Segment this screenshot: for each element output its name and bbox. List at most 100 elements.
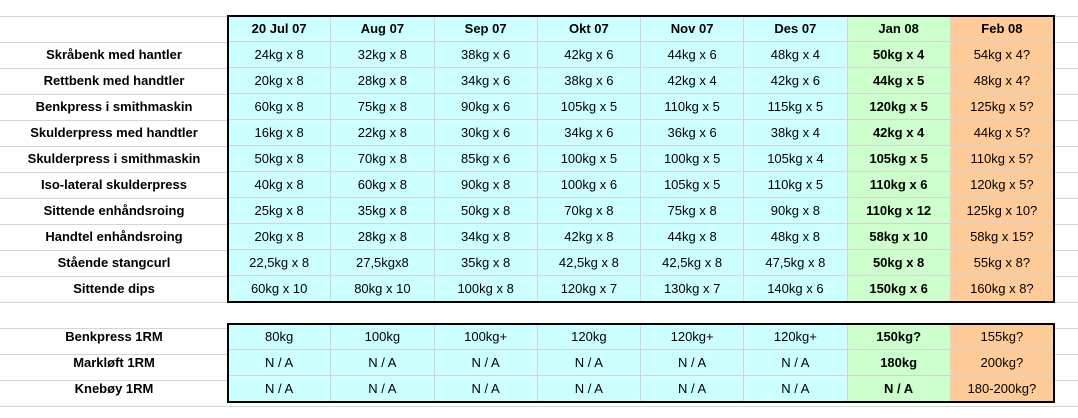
cell: 100kg x 5 [641,146,745,172]
cell: 160kg x 8? [950,276,1054,302]
cell: 38kg x 4 [744,120,848,146]
cell: 42kg x 6 [537,42,641,68]
cell: 60kg x 10 [228,276,332,302]
cell: 36kg x 6 [641,120,745,146]
cell: 130kg x 7 [641,276,745,302]
cell: 75kg x 8 [331,94,435,120]
cell: 48kg x 4 [744,42,848,68]
cell: 60kg x 8 [331,172,435,198]
row-label: Skulderpress i smithmaskin [27,151,201,166]
cell: 90kg x 8 [744,198,848,224]
cell: 85kg x 6 [434,146,538,172]
row-label: Iso-lateral skulderpress [41,177,187,192]
cell: 34kg x 6 [537,120,641,146]
cell: 48kg x 8 [744,224,848,250]
cell: 155kg? [950,324,1054,350]
cell: 200kg? [950,350,1054,376]
row-label: Handtel enhåndsroing [45,229,183,244]
cell: 120kg x 5 [847,94,951,120]
cell: N / A [434,376,538,402]
cell: 100kg x 5 [537,146,641,172]
cell: 50kg x 4 [847,42,951,68]
cell: 42kg x 8 [537,224,641,250]
cell: 105kg x 4 [744,146,848,172]
column-header: Des 07 [744,16,848,42]
cell: 90kg x 6 [434,94,538,120]
cell: 44kg x 5? [950,120,1054,146]
cell: 54kg x 4? [950,42,1054,68]
cell: N / A [537,350,641,376]
row-label: Sittende dips [73,281,155,296]
cell: 120kg+ [744,324,848,350]
cell: 42kg x 4 [847,120,951,146]
cell: 120kg x 5? [950,172,1054,198]
cell: N / A [331,350,435,376]
cell: N / A [331,376,435,402]
column-header: 20 Jul 07 [228,16,332,42]
cell: 60kg x 8 [228,94,332,120]
row-label: Skråbenk med hantler [46,47,182,62]
cell: 34kg x 6 [434,68,538,94]
cell: 58kg x 10 [847,224,951,250]
cell: 70kg x 8 [537,198,641,224]
cell: 110kg x 6 [847,172,951,198]
cell: 32kg x 8 [331,42,435,68]
cell: 90kg x 8 [434,172,538,198]
cell: 70kg x 8 [331,146,435,172]
cell: N / A [228,376,332,402]
cell: 50kg x 8 [434,198,538,224]
cell: 20kg x 8 [228,224,332,250]
cell: 105kg x 5 [641,172,745,198]
cell: 105kg x 5 [847,146,951,172]
cell: 28kg x 8 [331,224,435,250]
cell: 180kg [847,350,951,376]
cell: 16kg x 8 [228,120,332,146]
cell: N / A [434,350,538,376]
cell: 150kg? [847,324,951,350]
cell: 100kg+ [434,324,538,350]
cell: 25kg x 8 [228,198,332,224]
cell: 100kg x 6 [537,172,641,198]
cell: 42kg x 6 [744,68,848,94]
cell: 44kg x 8 [641,224,745,250]
cell: 22kg x 8 [331,120,435,146]
cell: 20kg x 8 [228,68,332,94]
cell: 55kg x 8? [950,250,1054,276]
cell: 22,5kg x 8 [228,250,332,276]
cell: 24kg x 8 [228,42,332,68]
cell: 58kg x 15? [950,224,1054,250]
cell: 38kg x 6 [537,68,641,94]
cell: 100kg x 8 [434,276,538,302]
cell: 42,5kg x 8 [641,250,745,276]
cell: 44kg x 6 [641,42,745,68]
cell: 38kg x 6 [434,42,538,68]
cell: N / A [744,376,848,402]
column-header: Aug 07 [331,16,435,42]
cell: 40kg x 8 [228,172,332,198]
cell: 48kg x 4? [950,68,1054,94]
row-label: Knebøy 1RM [74,381,154,396]
cell: 42kg x 4 [641,68,745,94]
cell: 110kg x 5 [641,94,745,120]
cell: N / A [537,376,641,402]
cell: 35kg x 8 [331,198,435,224]
column-header: Jan 08 [847,16,951,42]
cell: 140kg x 6 [744,276,848,302]
cell: 115kg x 5 [744,94,848,120]
cell: 120kg+ [641,324,745,350]
cell: 50kg x 8 [847,250,951,276]
cell: 105kg x 5 [537,94,641,120]
cell: 47,5kg x 8 [744,250,848,276]
cell: 30kg x 6 [434,120,538,146]
row-label: Rettbenk med handtler [43,73,185,88]
cell: 120kg [537,324,641,350]
row-label: Benkpress i smithmaskin [35,99,193,114]
column-header: Nov 07 [641,16,745,42]
cell: 50kg x 8 [228,146,332,172]
cell: 34kg x 8 [434,224,538,250]
cell: 150kg x 6 [847,276,951,302]
cell: 125kg x 5? [950,94,1054,120]
cell: 120kg x 7 [537,276,641,302]
cell: 28kg x 8 [331,68,435,94]
row-label: Markløft 1RM [73,355,155,370]
